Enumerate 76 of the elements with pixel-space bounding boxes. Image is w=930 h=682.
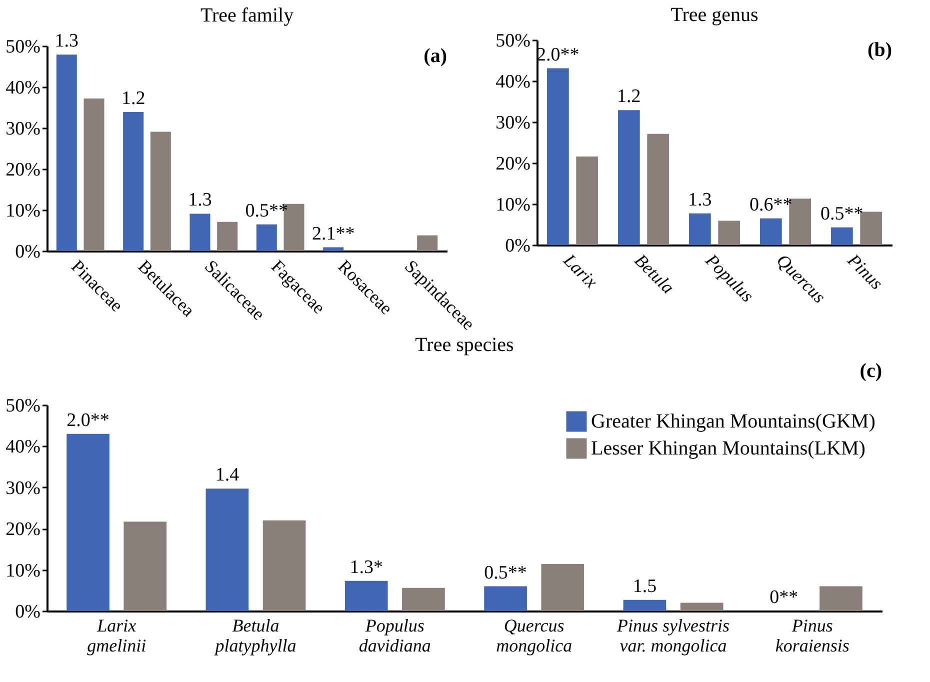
annotation: (b) [868, 39, 892, 61]
bar [831, 227, 853, 245]
chart-title: Tree family [200, 4, 294, 27]
y-tick-label: 30% [6, 118, 41, 140]
annotation: 1.2 [121, 88, 146, 110]
chart-title: Tree genus [670, 4, 759, 26]
y-tick-label: 50% [6, 36, 41, 58]
bar [123, 112, 144, 251]
y-tick-label: 20% [496, 154, 531, 174]
annotation: 1.3 [54, 30, 79, 52]
bar [618, 110, 640, 245]
annotation: 2.1** [312, 223, 355, 244]
bar [56, 54, 77, 251]
bar [718, 220, 740, 245]
bar [576, 156, 598, 245]
bar [256, 224, 277, 251]
y-tick-label: 10% [496, 194, 531, 216]
annotation: 1.3 [188, 190, 212, 211]
annotation: 1.3 [688, 189, 712, 210]
y-tick-label: 50% [496, 30, 531, 52]
chart-title: Tree species [415, 334, 514, 356]
annotation: 0.5** [245, 200, 288, 222]
bar [344, 580, 388, 611]
bar [323, 247, 344, 251]
y-tick-label: 30% [496, 112, 531, 134]
annotation: (a) [424, 45, 447, 67]
bar [190, 214, 210, 251]
y-tick-label: 20% [6, 519, 41, 540]
bar [66, 434, 110, 611]
bar [760, 218, 782, 245]
annotation: 0.5** [484, 562, 527, 584]
bar [217, 222, 238, 251]
y-tick-label: 0% [15, 602, 41, 622]
bar [547, 68, 569, 245]
annotation: 2.0** [66, 410, 110, 431]
bar [150, 132, 171, 251]
annotation: 0.5** [820, 203, 864, 224]
bar [262, 520, 306, 611]
bar [647, 134, 669, 245]
bar [84, 98, 104, 251]
x-tick-label: Betula platyphylla [213, 616, 296, 656]
y-tick-label: 0% [15, 242, 41, 262]
bar [541, 564, 584, 611]
legend-label: Lesser Khingan Mountains(LKM) [591, 438, 866, 460]
x-tick-label: Larix gmelinii [87, 616, 146, 656]
x-tick-label: Pinus sylvestris var. mongolica [616, 616, 730, 656]
y-tick-label: 40% [6, 436, 41, 458]
bar [484, 586, 527, 611]
y-tick-label: 10% [6, 200, 41, 222]
y-tick-label: 40% [496, 72, 531, 92]
x-tick-label: Populus davidiana [358, 616, 431, 656]
y-tick-label: 40% [6, 78, 41, 98]
bar [680, 602, 724, 611]
annotation: 1.5 [632, 576, 657, 597]
legend-label: Greater Khingan Mountains(GKM) [591, 410, 876, 432]
annotation: 1.2 [617, 86, 641, 108]
bar [623, 600, 666, 611]
bar [206, 488, 249, 611]
annotation: 1.4 [215, 464, 240, 486]
y-tick-label: 30% [6, 478, 41, 499]
y-tick-label: 0% [505, 236, 531, 256]
y-tick-label: 20% [6, 160, 41, 180]
x-tick-label: Pinus koraiensis [775, 616, 850, 656]
annotation: 0.6** [750, 194, 792, 216]
annotation: 0** [770, 587, 798, 608]
bar [417, 235, 438, 251]
bar [689, 213, 711, 245]
y-tick-label: 10% [6, 560, 41, 582]
text: (c) [860, 360, 882, 382]
bar [820, 586, 862, 611]
annotation: 1.3* [350, 556, 383, 578]
annotation: 2.0** [536, 44, 580, 66]
bar [124, 522, 167, 611]
bar [402, 588, 445, 611]
x-tick-label: Quercus mongolica [496, 616, 572, 656]
y-tick-label: 50% [6, 396, 41, 416]
